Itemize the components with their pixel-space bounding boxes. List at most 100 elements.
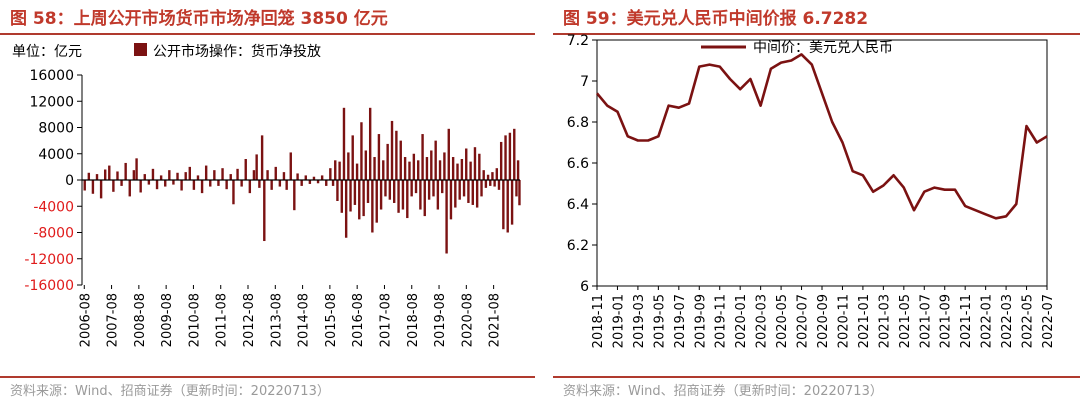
left-bar: [221, 168, 224, 180]
left-x-tick-label: 2013-08: [269, 293, 284, 347]
right-y-tick-label: 6.2: [567, 238, 589, 254]
left-bar: [176, 172, 179, 180]
right-x-tick-label: 2021-11: [959, 294, 974, 348]
left-bar: [213, 170, 216, 180]
right-x-tick-label: 2021-01: [857, 294, 872, 348]
left-x-tick-label: 2010-08: [187, 293, 202, 347]
left-bar: [408, 161, 411, 180]
left-bar: [143, 174, 146, 180]
left-bar: [312, 176, 316, 180]
left-bar: [344, 180, 348, 238]
left-bar: [124, 162, 127, 180]
left-chart-svg: 单位：亿元 公开市场操作：货币净投放 16000 12000 8000 4000 0 -4…: [12, 43, 521, 347]
left-bar: [478, 153, 481, 180]
right-top-rule: [553, 33, 1080, 35]
left-bar: [204, 165, 208, 180]
left-bar: [373, 157, 376, 180]
left-bar: [486, 174, 490, 180]
left-bar: [196, 175, 200, 180]
left-bar: [515, 180, 518, 197]
left-bar: [200, 180, 204, 194]
left-bar: [260, 135, 264, 180]
left-x-axis: 2006-08 2007-08 2008-08 2009-08 2010-08 2011-…: [78, 285, 503, 347]
left-bar: [388, 180, 392, 200]
left-bar: [480, 180, 483, 197]
left-bar: [95, 174, 99, 180]
right-source-note: 资料来源：Wind、招商证券（更新时间：20220713）: [563, 384, 883, 399]
right-y-tick-label: 6.8: [567, 115, 589, 131]
left-bar: [320, 175, 324, 180]
left-bar: [493, 180, 496, 187]
left-bar: [172, 180, 175, 185]
right-x-tick-label: 2022-03: [1000, 294, 1015, 348]
left-bar: [516, 160, 520, 180]
left-bar: [441, 180, 444, 194]
left-x-tick-label: 2020-08: [460, 293, 475, 347]
left-bar: [244, 159, 247, 180]
left-bar-series: [83, 107, 521, 254]
left-bar: [99, 180, 103, 199]
left-x-tick-label: 2021-08: [488, 293, 503, 347]
left-unit-label: 单位：亿元: [12, 44, 82, 60]
left-bar: [360, 122, 363, 180]
left-bar: [347, 152, 350, 180]
left-bar: [285, 180, 288, 190]
left-bar: [236, 168, 239, 180]
right-x-tick-label: 2020-05: [775, 294, 790, 348]
left-bar: [364, 150, 368, 180]
left-x-tick-label: 2012-08: [242, 293, 257, 347]
left-bar: [349, 180, 352, 212]
left-bar: [334, 160, 337, 180]
right-x-axis: 2018-11 2019-01 2019-03 2019-05 2019-07 2019-…: [591, 286, 1056, 348]
left-bar: [217, 180, 220, 186]
left-bar: [436, 180, 440, 210]
left-bar: [358, 180, 361, 220]
left-x-tick-label: 2015-08: [324, 293, 339, 347]
left-x-tick-label: 2007-08: [106, 293, 121, 347]
left-bar: [392, 180, 396, 203]
left-bar: [397, 180, 400, 213]
right-x-tick-label: 2022-07: [1041, 294, 1056, 348]
left-bar: [336, 180, 339, 201]
left-chart-title: 图 58：上周公开市场货币市场净回笼 3850 亿元: [10, 9, 388, 29]
left-bar: [147, 180, 151, 185]
left-bar: [168, 170, 171, 180]
left-bar: [139, 180, 142, 193]
left-x-tick-label: 2006-08: [78, 293, 93, 347]
left-bar: [403, 157, 407, 180]
left-bar: [386, 143, 389, 180]
left-bar: [395, 130, 398, 180]
right-chart-title: 图 59：美元兑人民币中间价报 6.7282: [563, 9, 869, 29]
right-x-tick-label: 2021-09: [939, 294, 954, 348]
left-bar: [434, 140, 437, 180]
left-x-tick-label: 2008-08: [133, 293, 148, 347]
left-top-rule: [0, 33, 535, 35]
left-bar: [502, 180, 505, 230]
left-bar: [447, 128, 450, 180]
left-bar: [108, 165, 111, 180]
left-bar: [338, 161, 341, 180]
left-bar: [513, 128, 516, 180]
left-bar: [164, 180, 167, 187]
left-bar: [497, 180, 501, 190]
left-bar: [473, 147, 477, 180]
right-x-tick-label: 2019-07: [673, 294, 688, 348]
left-bar: [151, 168, 155, 180]
left-bar: [427, 180, 431, 200]
left-bar: [510, 180, 514, 225]
left-bar: [475, 180, 479, 208]
left-bar: [83, 180, 86, 191]
right-x-tick-label: 2020-09: [816, 294, 831, 348]
right-y-tick-label: 6.4: [567, 197, 589, 213]
left-bar: [258, 180, 261, 188]
left-bar: [132, 170, 136, 180]
right-x-tick-label: 2022-01: [980, 294, 995, 348]
left-bar: [266, 170, 269, 180]
left-bar: [120, 180, 123, 186]
left-bar: [518, 180, 521, 206]
left-bar: [87, 172, 91, 180]
left-bar: [282, 172, 286, 180]
left-bar: [112, 180, 115, 192]
right-x-tick-label: 2020-03: [755, 294, 770, 348]
left-bar: [128, 180, 131, 197]
